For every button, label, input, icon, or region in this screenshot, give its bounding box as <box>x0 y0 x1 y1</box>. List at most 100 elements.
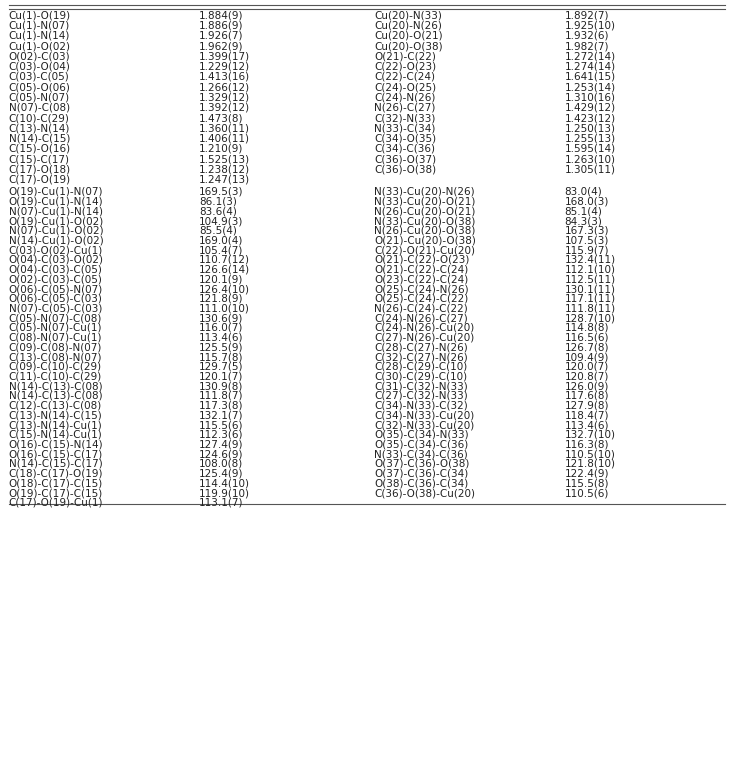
Text: C(22)-C(24): C(22)-C(24) <box>374 72 435 82</box>
Text: N(07)-C(05)-C(03): N(07)-C(05)-C(03) <box>9 303 102 313</box>
Text: 1.238(12): 1.238(12) <box>199 164 250 174</box>
Text: 85.1(4): 85.1(4) <box>564 207 603 217</box>
Text: 169.5(3): 169.5(3) <box>199 187 243 197</box>
Text: 115.9(7): 115.9(7) <box>564 245 609 255</box>
Text: Cu(20)-N(33): Cu(20)-N(33) <box>374 11 442 21</box>
Text: 117.6(8): 117.6(8) <box>564 391 609 401</box>
Text: 111.8(11): 111.8(11) <box>564 303 616 313</box>
Text: 1.641(15): 1.641(15) <box>564 72 616 82</box>
Text: 130.1(11): 130.1(11) <box>564 284 615 294</box>
Text: 116.5(6): 116.5(6) <box>564 333 609 343</box>
Text: 121.8(10): 121.8(10) <box>564 459 615 469</box>
Text: 118.4(7): 118.4(7) <box>564 410 609 420</box>
Text: 1.250(13): 1.250(13) <box>564 123 615 134</box>
Text: 1.473(8): 1.473(8) <box>199 113 243 123</box>
Text: C(34)-O(35): C(34)-O(35) <box>374 134 437 144</box>
Text: N(26)-Cu(20)-O(38): N(26)-Cu(20)-O(38) <box>374 226 476 236</box>
Text: O(04)-C(03)-O(02): O(04)-C(03)-O(02) <box>9 255 103 265</box>
Text: 116.0(7): 116.0(7) <box>199 323 243 333</box>
Text: C(24)-N(26)-Cu(20): C(24)-N(26)-Cu(20) <box>374 323 475 333</box>
Text: 120.8(7): 120.8(7) <box>564 372 608 382</box>
Text: O(19)-Cu(1)-O(02): O(19)-Cu(1)-O(02) <box>9 216 104 226</box>
Text: 108.0(8): 108.0(8) <box>199 459 243 469</box>
Text: N(14)-C(13)-C(08): N(14)-C(13)-C(08) <box>9 391 102 401</box>
Text: N(26)-C(24)-C(22): N(26)-C(24)-C(22) <box>374 303 468 313</box>
Text: 113.4(6): 113.4(6) <box>564 420 609 430</box>
Text: 120.1(9): 120.1(9) <box>199 274 243 284</box>
Text: O(25)-C(24)-C(22): O(25)-C(24)-C(22) <box>374 294 468 304</box>
Text: C(27)-C(32)-N(33): C(27)-C(32)-N(33) <box>374 391 468 401</box>
Text: O(25)-C(24)-N(26): O(25)-C(24)-N(26) <box>374 284 469 294</box>
Text: C(22)-O(21)-Cu(20): C(22)-O(21)-Cu(20) <box>374 245 476 255</box>
Text: 1.926(7): 1.926(7) <box>199 31 243 41</box>
Text: 115.5(8): 115.5(8) <box>564 478 609 488</box>
Text: N(33)-Cu(20)-O(38): N(33)-Cu(20)-O(38) <box>374 216 476 226</box>
Text: 113.1(7): 113.1(7) <box>199 498 243 508</box>
Text: C(09)-C(08)-N(07): C(09)-C(08)-N(07) <box>9 343 102 353</box>
Text: 104.9(3): 104.9(3) <box>199 216 243 226</box>
Text: C(13)-C(08)-N(07): C(13)-C(08)-N(07) <box>9 352 102 362</box>
Text: 1.399(17): 1.399(17) <box>199 51 250 61</box>
Text: O(02)-C(03)-C(05): O(02)-C(03)-C(05) <box>9 274 103 284</box>
Text: 1.253(14): 1.253(14) <box>564 82 616 92</box>
Text: 130.6(9): 130.6(9) <box>199 313 243 323</box>
Text: 1.413(16): 1.413(16) <box>199 72 250 82</box>
Text: 1.329(12): 1.329(12) <box>199 92 250 102</box>
Text: 117.3(8): 117.3(8) <box>199 401 243 411</box>
Text: C(03)-O(02)-Cu(1): C(03)-O(02)-Cu(1) <box>9 245 103 255</box>
Text: 110.7(12): 110.7(12) <box>199 255 250 265</box>
Text: 1.982(7): 1.982(7) <box>564 41 609 51</box>
Text: Cu(20)-O(21): Cu(20)-O(21) <box>374 31 443 41</box>
Text: 120.0(7): 120.0(7) <box>564 362 608 372</box>
Text: C(05)-N(07)-Cu(1): C(05)-N(07)-Cu(1) <box>9 323 102 333</box>
Text: C(32)-C(27)-N(26): C(32)-C(27)-N(26) <box>374 352 468 362</box>
Text: N(33)-Cu(20)-N(26): N(33)-Cu(20)-N(26) <box>374 187 475 197</box>
Text: Cu(1)-N(14): Cu(1)-N(14) <box>9 31 70 41</box>
Text: 110.5(10): 110.5(10) <box>564 449 615 459</box>
Text: O(38)-C(36)-C(34): O(38)-C(36)-C(34) <box>374 478 468 488</box>
Text: 125.5(9): 125.5(9) <box>199 343 243 353</box>
Text: C(18)-C(17)-O(19): C(18)-C(17)-O(19) <box>9 468 103 478</box>
Text: C(11)-C(10)-C(29): C(11)-C(10)-C(29) <box>9 372 102 382</box>
Text: C(09)-C(10)-C(29): C(09)-C(10)-C(29) <box>9 362 102 372</box>
Text: 1.962(9): 1.962(9) <box>199 41 243 51</box>
Text: C(34)-N(33)-Cu(20): C(34)-N(33)-Cu(20) <box>374 410 475 420</box>
Text: O(37)-C(36)-O(38): O(37)-C(36)-O(38) <box>374 459 470 469</box>
Text: 1.310(16): 1.310(16) <box>564 92 615 102</box>
Text: 125.4(9): 125.4(9) <box>199 468 243 478</box>
Text: 132.1(7): 132.1(7) <box>199 410 243 420</box>
Text: N(14)-Cu(1)-O(02): N(14)-Cu(1)-O(02) <box>9 236 103 246</box>
Text: 1.932(6): 1.932(6) <box>564 31 609 41</box>
Text: 86.1(3): 86.1(3) <box>199 197 236 207</box>
Text: 1.266(12): 1.266(12) <box>199 82 250 92</box>
Text: C(24)-O(25): C(24)-O(25) <box>374 82 437 92</box>
Text: C(10)-C(29): C(10)-C(29) <box>9 113 70 123</box>
Text: 1.423(12): 1.423(12) <box>564 113 616 123</box>
Text: 1.886(9): 1.886(9) <box>199 21 243 31</box>
Text: 112.5(11): 112.5(11) <box>564 274 616 284</box>
Text: O(19)-Cu(1)-N(14): O(19)-Cu(1)-N(14) <box>9 197 103 207</box>
Text: C(05)-O(06): C(05)-O(06) <box>9 82 70 92</box>
Text: 1.925(10): 1.925(10) <box>564 21 615 31</box>
Text: 121.8(9): 121.8(9) <box>199 294 243 304</box>
Text: 1.210(9): 1.210(9) <box>199 144 243 154</box>
Text: 120.1(7): 120.1(7) <box>199 372 243 382</box>
Text: O(16)-C(15)-N(14): O(16)-C(15)-N(14) <box>9 439 103 449</box>
Text: 112.1(10): 112.1(10) <box>564 265 615 275</box>
Text: C(17)-O(19): C(17)-O(19) <box>9 174 70 184</box>
Text: O(37)-C(36)-C(34): O(37)-C(36)-C(34) <box>374 468 468 478</box>
Text: 1.406(11): 1.406(11) <box>199 134 250 144</box>
Text: C(03)-C(05): C(03)-C(05) <box>9 72 70 82</box>
Text: 1.429(12): 1.429(12) <box>564 103 616 113</box>
Text: C(13)-N(14)-Cu(1): C(13)-N(14)-Cu(1) <box>9 420 103 430</box>
Text: O(21)-C(22): O(21)-C(22) <box>374 51 436 61</box>
Text: 115.7(8): 115.7(8) <box>199 352 243 362</box>
Text: Cu(1)-N(07): Cu(1)-N(07) <box>9 21 70 31</box>
Text: C(03)-O(04): C(03)-O(04) <box>9 61 70 71</box>
Text: Cu(1)-O(02): Cu(1)-O(02) <box>9 41 70 51</box>
Text: C(15)-N(14)-Cu(1): C(15)-N(14)-Cu(1) <box>9 430 103 440</box>
Text: 111.8(7): 111.8(7) <box>199 391 243 401</box>
Text: C(32)-N(33)-Cu(20): C(32)-N(33)-Cu(20) <box>374 420 475 430</box>
Text: O(23)-C(22)-C(24): O(23)-C(22)-C(24) <box>374 274 468 284</box>
Text: O(02)-C(03): O(02)-C(03) <box>9 51 70 61</box>
